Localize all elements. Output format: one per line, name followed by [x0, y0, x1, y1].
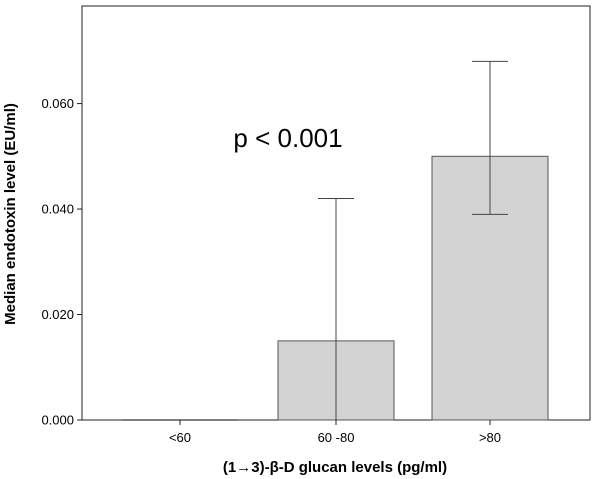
y-axis-title: Median endotoxin level (EU/ml) [2, 103, 19, 325]
x-tick-label: 60 -80 [318, 430, 355, 445]
p-value-annotation: p < 0.001 [233, 123, 342, 153]
x-tick-label: >80 [479, 430, 501, 445]
x-axis-title: (1→3)-β-D glucan levels (pg/ml) [223, 459, 447, 476]
y-tick-label: 0.060 [41, 96, 74, 111]
y-tick-label: 0.000 [41, 413, 74, 428]
y-tick-label: 0.040 [41, 202, 74, 217]
y-tick-label: 0.020 [41, 307, 74, 322]
x-tick-label: <60 [169, 430, 191, 445]
